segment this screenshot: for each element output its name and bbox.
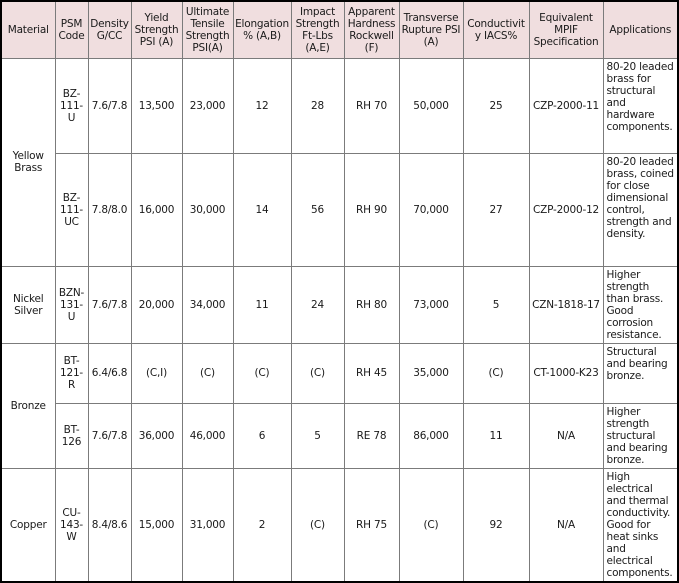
- hardness-cell: RH 70: [343, 57, 400, 154]
- material-cell-copper: Copper: [0, 467, 56, 582]
- density-cell: 7.6/7.8: [87, 402, 132, 469]
- hardness-cell: RH 75: [343, 467, 400, 582]
- transverse-rupture-cell: (C): [398, 467, 464, 582]
- transverse-rupture-cell: 50,000: [398, 57, 464, 154]
- impact-strength-cell: 28: [290, 57, 345, 154]
- tensile-strength-cell: 30,000: [181, 152, 234, 267]
- transverse-rupture-cell: 86,000: [398, 402, 464, 469]
- col-header-tensile-strength: Ultimate Tensile Strength PSI(A): [181, 0, 234, 59]
- psm-code-cell: BT-121-R: [54, 342, 89, 404]
- col-header-yield-strength: Yield Strength PSI (A): [130, 0, 183, 59]
- mpif-spec-cell: N/A: [528, 402, 604, 469]
- hardness-cell: RE 78: [343, 402, 400, 469]
- transverse-rupture-cell: 70,000: [398, 152, 464, 267]
- psm-code-cell: BZ-111-U: [54, 57, 89, 154]
- table-row-bz-111-uc: BZ-111-UC 7.8/8.0 16,000 30,000 14 56 RH…: [1, 152, 679, 267]
- applications-cell: Structural and bearing bronze.: [602, 342, 679, 404]
- yield-strength-cell: 13,500: [130, 57, 183, 154]
- yield-strength-cell: (C,I): [130, 342, 183, 404]
- hardness-cell: RH 90: [343, 152, 400, 267]
- conductivity-cell: 27: [462, 152, 530, 267]
- col-header-elongation: Elongation % (A,B): [232, 0, 292, 59]
- tensile-strength-cell: 46,000: [181, 402, 234, 469]
- impact-strength-cell: (C): [290, 467, 345, 582]
- col-header-mpif-spec: Equivalent MPIF Specification: [528, 0, 604, 59]
- table-row-bzn-131-u: Nickel Silver BZN-131-U 7.6/7.8 20,000 3…: [0, 265, 679, 344]
- applications-cell: High electrical and thermal conductivity…: [602, 467, 679, 582]
- tensile-strength-cell: 34,000: [181, 265, 234, 344]
- elongation-cell: 2: [232, 467, 292, 582]
- elongation-cell: (C): [232, 342, 292, 404]
- impact-strength-cell: (C): [290, 342, 345, 404]
- density-cell: 7.6/7.8: [87, 57, 132, 154]
- conductivity-cell: (C): [462, 342, 530, 404]
- mpif-spec-cell: N/A: [528, 467, 604, 582]
- transverse-rupture-cell: 35,000: [398, 342, 464, 404]
- col-header-applications: Applications: [602, 0, 679, 59]
- mpif-spec-cell: CZP-2000-12: [528, 152, 604, 267]
- mpif-spec-cell: CZP-2000-11: [528, 57, 604, 154]
- elongation-cell: 14: [232, 152, 292, 267]
- psm-code-cell: BT-126: [54, 402, 89, 469]
- table-row-bt-126: BT-126 7.6/7.8 36,000 46,000 6 5 RE 78 8…: [1, 402, 679, 469]
- impact-strength-cell: 5: [290, 402, 345, 469]
- conductivity-cell: 25: [462, 57, 530, 154]
- elongation-cell: 11: [232, 265, 292, 344]
- hardness-cell: RH 80: [343, 265, 400, 344]
- applications-cell: Higher strength than brass. Good corrosi…: [602, 265, 679, 344]
- col-header-density: Density G/CC: [87, 0, 132, 59]
- psm-code-cell: BZN-131-U: [54, 265, 89, 344]
- density-cell: 6.4/6.8: [87, 342, 132, 404]
- applications-cell: 80-20 leaded brass for structural and ha…: [602, 57, 679, 154]
- col-header-material: Material: [0, 0, 56, 59]
- elongation-cell: 6: [232, 402, 292, 469]
- impact-strength-cell: 24: [290, 265, 345, 344]
- header-row: Material PSM Code Density G/CC Yield Str…: [0, 0, 679, 59]
- yield-strength-cell: 20,000: [130, 265, 183, 344]
- table-row-bt-121-r: Bronze BT-121-R 6.4/6.8 (C,I) (C) (C) (C…: [0, 342, 679, 469]
- psm-code-cell: CU-143-W: [54, 467, 89, 582]
- col-header-hardness: Apparent Hardness Rockwell (F): [343, 0, 400, 59]
- col-header-impact-strength: Impact Strength Ft-Lbs (A,E): [290, 0, 345, 59]
- psm-code-cell: BZ-111-UC: [54, 152, 89, 267]
- elongation-cell: 12: [232, 57, 292, 154]
- density-cell: 7.8/8.0: [87, 152, 132, 267]
- col-header-psm-code: PSM Code: [54, 0, 89, 59]
- density-cell: 7.6/7.8: [87, 265, 132, 344]
- tensile-strength-cell: 31,000: [181, 467, 234, 582]
- tensile-strength-cell: (C): [181, 342, 234, 404]
- yield-strength-cell: 36,000: [130, 402, 183, 469]
- material-cell-bronze: Bronze: [0, 342, 56, 469]
- col-header-transverse-rupture: Transverse Rupture PSI (A): [398, 0, 464, 59]
- mpif-spec-cell: CT-1000-K23: [528, 342, 604, 404]
- col-header-conductivity: Conductivity IACS%: [462, 0, 530, 59]
- impact-strength-cell: 56: [290, 152, 345, 267]
- applications-cell: Higher strength structural and bearing b…: [602, 402, 679, 469]
- mpif-spec-cell: CZN-1818-17: [528, 265, 604, 344]
- hardness-cell: RH 45: [343, 342, 400, 404]
- transverse-rupture-cell: 73,000: [398, 265, 464, 344]
- material-cell-nickel-silver: Nickel Silver: [0, 265, 56, 344]
- table-row-bz-111-u: Yellow Brass BZ-111-U 7.6/7.8 13,500 23,…: [0, 57, 679, 267]
- tensile-strength-cell: 23,000: [181, 57, 234, 154]
- conductivity-cell: 11: [462, 402, 530, 469]
- material-cell-yellow-brass: Yellow Brass: [0, 57, 56, 267]
- yield-strength-cell: 16,000: [130, 152, 183, 267]
- applications-cell: 80-20 leaded brass, coined for close dim…: [602, 152, 679, 267]
- conductivity-cell: 92: [462, 467, 530, 582]
- density-cell: 8.4/8.6: [87, 467, 132, 582]
- conductivity-cell: 5: [462, 265, 530, 344]
- yield-strength-cell: 15,000: [130, 467, 183, 582]
- table-row-cu-143-w: Copper CU-143-W 8.4/8.6 15,000 31,000 2 …: [0, 467, 679, 582]
